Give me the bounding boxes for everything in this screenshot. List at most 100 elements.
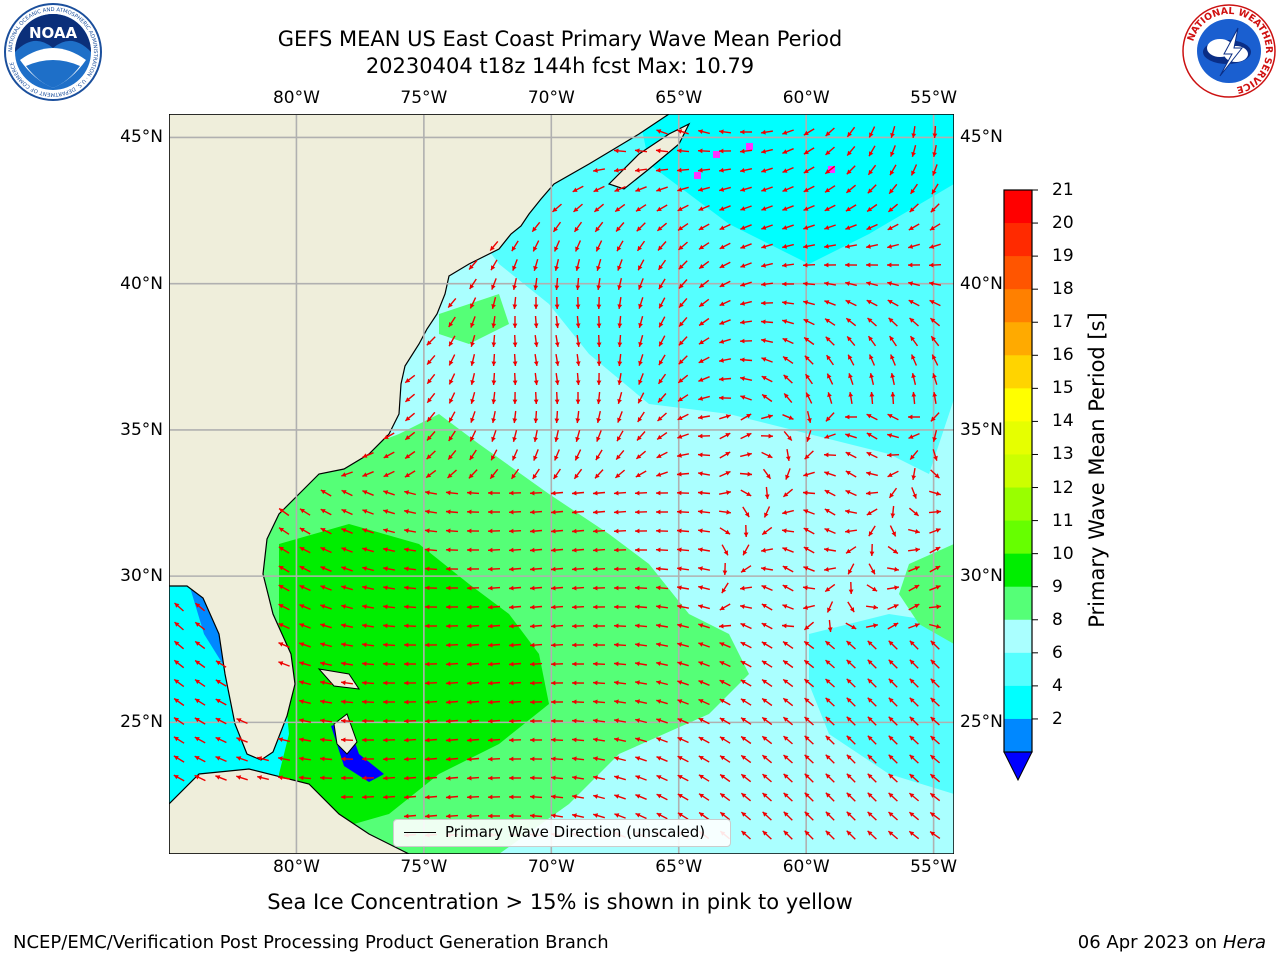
direction-arrow (466, 794, 480, 800)
direction-arrow (592, 528, 606, 534)
direction-arrow (846, 126, 856, 138)
direction-arrow (655, 566, 669, 572)
direction-arrow (908, 281, 920, 287)
direction-arrow (638, 335, 644, 347)
lat-tick-right: 25°N (960, 712, 1003, 733)
direction-arrow (890, 145, 896, 157)
direction-arrow (908, 811, 920, 821)
direction-arrow (512, 353, 518, 367)
direction-arrow (487, 604, 501, 610)
direction-arrow (340, 737, 354, 743)
direction-arrow (533, 315, 539, 329)
direction-arrow (658, 335, 666, 347)
direction-arrow (928, 509, 942, 515)
direction-arrow (825, 811, 835, 821)
direction-arrow (511, 449, 519, 461)
direction-arrow (445, 794, 459, 800)
direction-arrow (554, 449, 560, 461)
direction-arrow (804, 450, 814, 460)
direction-arrow (928, 262, 942, 268)
direction-arrow (194, 698, 206, 706)
direction-arrow (824, 204, 836, 212)
direction-arrow (487, 737, 501, 743)
direction-arrow (634, 699, 648, 704)
direction-arrow (697, 414, 711, 420)
direction-arrow (890, 354, 896, 366)
colorbar-segment (1004, 223, 1032, 257)
direction-arrow (614, 185, 626, 193)
direction-arrow (613, 699, 627, 705)
direction-arrow (550, 794, 564, 800)
direction-arrow (361, 718, 375, 724)
direction-arrow (655, 528, 669, 534)
direction-arrow (362, 737, 374, 743)
direction-arrow (888, 754, 898, 764)
direction-arrow (677, 204, 689, 212)
direction-arrow (698, 204, 710, 212)
direction-arrow (508, 604, 522, 610)
direction-arrow (698, 356, 710, 364)
direction-arrow (426, 373, 436, 385)
direction-arrow (888, 811, 898, 821)
direction-arrow (491, 278, 497, 290)
direction-arrow (677, 374, 689, 384)
direction-arrow (551, 699, 563, 705)
direction-arrow (761, 357, 773, 363)
direction-arrow (215, 698, 227, 706)
colorbar-tick-label: 9 (1052, 576, 1063, 597)
direction-arrow (677, 736, 689, 744)
direction-arrow (550, 490, 564, 496)
direction-arrow (299, 756, 311, 762)
direction-arrow (361, 623, 375, 629)
direction-arrow (382, 547, 396, 552)
direction-arrow (911, 373, 917, 385)
direction-arrow (215, 755, 227, 763)
direction-arrow (512, 430, 518, 442)
direction-arrow (508, 699, 522, 705)
direction-arrow (508, 528, 522, 534)
direction-arrow (805, 392, 813, 404)
direction-arrow (529, 585, 543, 591)
direction-arrow (929, 243, 941, 249)
direction-arrow (320, 642, 332, 648)
direction-arrow (656, 471, 668, 477)
direction-arrow (932, 144, 937, 158)
direction-arrow (908, 223, 920, 231)
direction-arrow (656, 699, 668, 705)
direction-arrow (508, 490, 522, 496)
direction-arrow (635, 775, 647, 781)
direction-arrow (236, 737, 248, 743)
direction-arrow (596, 353, 602, 367)
direction-arrow (490, 259, 498, 271)
direction-arrow (740, 432, 752, 440)
direction-arrow (592, 490, 606, 496)
direction-arrow (340, 718, 354, 724)
direction-arrow (677, 680, 689, 686)
direction-arrow (888, 317, 898, 327)
direction-arrow (698, 717, 710, 725)
direction-arrow (594, 221, 604, 233)
direction-arrow (764, 486, 770, 500)
direction-arrow (698, 623, 710, 629)
direction-arrow (698, 604, 710, 610)
direction-arrow (908, 603, 920, 611)
direction-arrow (638, 297, 644, 309)
direction-arrow (887, 470, 899, 478)
direction-arrow (529, 661, 543, 667)
direction-arrow (911, 145, 917, 157)
direction-arrow (888, 697, 898, 707)
direction-arrow (424, 680, 438, 686)
direction-arrow (908, 432, 920, 440)
direction-arrow (825, 773, 835, 783)
direction-arrow (592, 547, 606, 553)
direction-arrow (803, 147, 815, 155)
direction-arrow (719, 773, 731, 783)
direction-arrow (298, 775, 312, 781)
direction-arrow (445, 680, 459, 686)
direction-arrow (846, 697, 856, 707)
direction-arrow (698, 317, 710, 327)
direction-arrow (869, 373, 875, 385)
direction-arrow (785, 468, 791, 480)
lon-tick-top: 55°W (910, 88, 958, 108)
direction-arrow (489, 468, 499, 480)
